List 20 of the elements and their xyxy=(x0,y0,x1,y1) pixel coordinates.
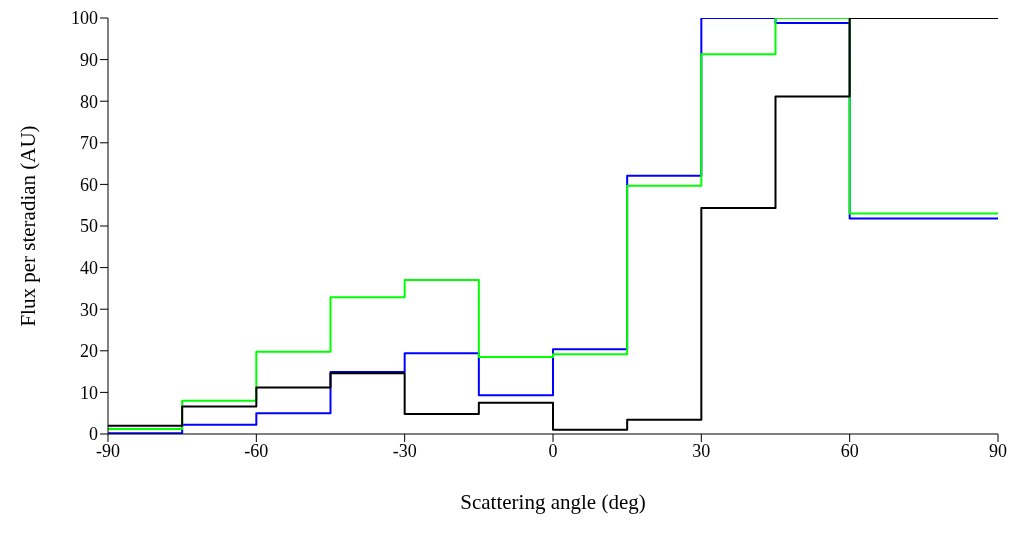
y-axis-title: Flux per steradian (AU) xyxy=(16,125,41,327)
y-tick-label: 20 xyxy=(80,341,98,362)
y-tick-label: 70 xyxy=(80,133,98,154)
x-tick-label: 60 xyxy=(840,440,859,461)
y-tick-label: 80 xyxy=(80,91,98,112)
x-tick-label: 30 xyxy=(692,440,711,461)
y-tick-label: 60 xyxy=(80,174,98,195)
x-tick-label: 90 xyxy=(989,440,1007,461)
x-axis-title: Scattering angle (deg) xyxy=(460,490,646,514)
y-tick-label: 0 xyxy=(89,424,98,445)
y-tick-label: 40 xyxy=(80,257,98,278)
x-tick-label: -90 xyxy=(96,440,120,461)
y-tick-label: 100 xyxy=(71,8,98,29)
y-tick-label: 30 xyxy=(80,299,98,320)
y-tick-label: 90 xyxy=(80,49,98,70)
x-tick-label: 0 xyxy=(548,440,558,461)
y-tick-label: 10 xyxy=(80,382,98,403)
y-tick-label: 50 xyxy=(80,216,98,237)
x-tick-label: -30 xyxy=(392,440,417,461)
x-tick-label: -60 xyxy=(244,440,269,461)
